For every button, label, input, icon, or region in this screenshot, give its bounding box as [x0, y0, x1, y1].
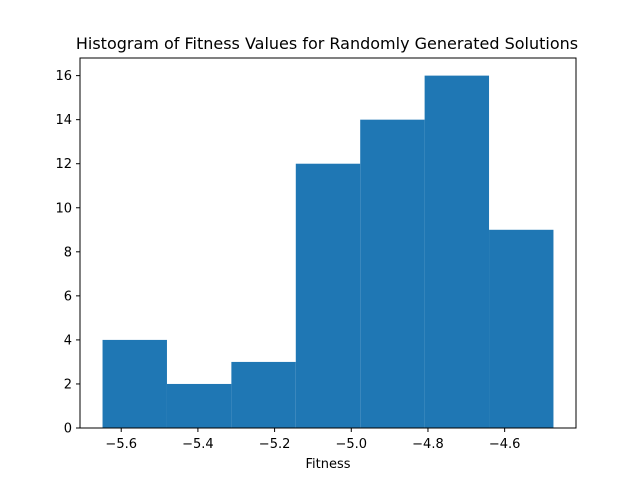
x-tick-label: −5.0 — [335, 437, 367, 452]
y-axis: 0 2 4 6 8 10 12 14 16 — [55, 69, 80, 437]
x-tick-label: −5.6 — [105, 437, 137, 452]
y-tick-label: 12 — [55, 157, 72, 172]
x-axis: −5.6 −5.4 −5.2 −5.0 −4.8 −4.6 — [105, 428, 520, 452]
y-tick-label: 14 — [55, 113, 72, 128]
x-axis-title: Fitness — [305, 457, 350, 472]
histogram-bar — [102, 339, 167, 428]
bars-group — [102, 75, 554, 429]
histogram-bar — [360, 119, 425, 429]
x-tick-label: −5.4 — [182, 437, 214, 452]
histogram-bar — [424, 75, 490, 428]
plot-frame — [79, 57, 577, 429]
y-tick-label: 0 — [64, 422, 72, 437]
y-tick-label: 4 — [64, 333, 72, 348]
x-tick-label: −4.8 — [412, 437, 444, 452]
histogram-bar — [166, 383, 232, 428]
y-tick-label: 8 — [64, 245, 72, 260]
histogram-bar — [489, 229, 554, 428]
y-tick-label: 2 — [64, 377, 72, 392]
y-tick-label: 10 — [55, 201, 72, 216]
y-tick-label: 6 — [64, 289, 72, 304]
y-tick-label: 16 — [55, 69, 72, 84]
histogram-bar — [295, 163, 361, 428]
x-tick-label: −5.2 — [259, 437, 291, 452]
chart-title: Histogram of Fitness Values for Randomly… — [76, 34, 578, 53]
histogram-bar — [231, 361, 296, 428]
x-tick-label: −4.6 — [489, 437, 521, 452]
